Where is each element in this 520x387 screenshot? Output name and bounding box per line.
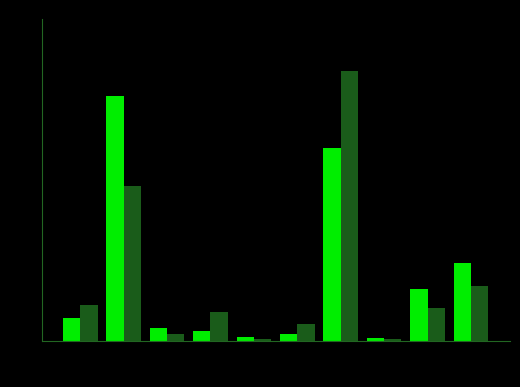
Bar: [167, 334, 185, 341]
Bar: [280, 334, 297, 341]
Bar: [427, 308, 445, 341]
Bar: [410, 289, 427, 341]
Bar: [150, 328, 167, 341]
Bar: [124, 187, 141, 341]
Bar: [237, 337, 254, 341]
Bar: [471, 286, 488, 341]
Bar: [211, 312, 228, 341]
Bar: [453, 264, 471, 341]
Bar: [297, 324, 315, 341]
Bar: [254, 339, 271, 341]
Bar: [80, 305, 98, 341]
Bar: [367, 338, 384, 341]
Bar: [384, 339, 401, 341]
Bar: [193, 331, 211, 341]
Bar: [106, 96, 124, 341]
Bar: [341, 71, 358, 341]
Bar: [63, 318, 80, 341]
Bar: [323, 148, 341, 341]
